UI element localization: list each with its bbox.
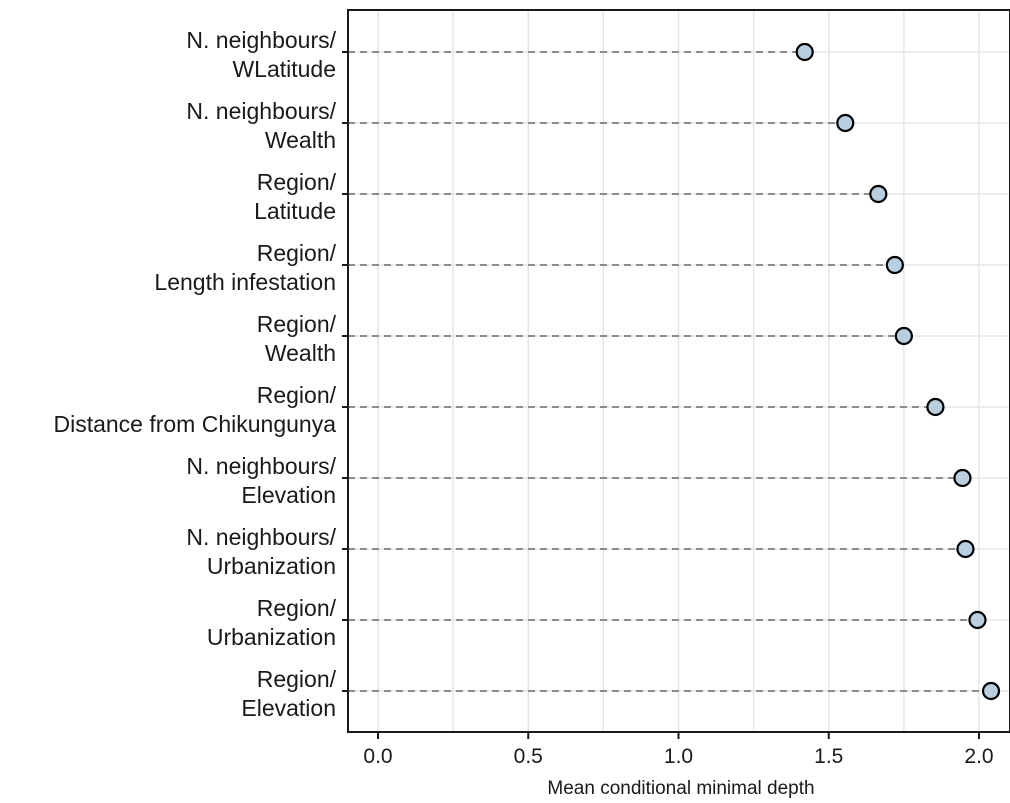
category-label-line: N. neighbours/ xyxy=(186,27,336,53)
data-point xyxy=(894,326,913,346)
category-label-line: Region/ xyxy=(257,169,337,195)
category-label-line: N. neighbours/ xyxy=(186,98,336,124)
category-label: N. neighbours/Elevation xyxy=(186,453,336,508)
category-label-line: WLatitude xyxy=(232,56,336,82)
category-label-line: Region/ xyxy=(257,382,337,408)
category-label: N. neighbours/Wealth xyxy=(186,98,336,153)
category-label-line: Region/ xyxy=(257,666,337,692)
category-label: N. neighbours/WLatitude xyxy=(186,27,336,82)
category-label: Region/Wealth xyxy=(257,311,337,366)
category-label-line: Wealth xyxy=(265,127,336,153)
category-label: Region/Distance from Chikungunya xyxy=(53,382,336,437)
data-point xyxy=(968,610,987,630)
data-point xyxy=(981,681,1001,701)
category-label: Region/Length infestation xyxy=(154,240,336,295)
data-point xyxy=(953,468,972,488)
category-label: Region/Elevation xyxy=(241,666,336,721)
category-label-line: N. neighbours/ xyxy=(186,524,336,550)
category-label-line: Wealth xyxy=(265,340,336,366)
data-points xyxy=(795,42,1001,701)
x-tick-label: 2.0 xyxy=(964,745,993,768)
category-label-line: Region/ xyxy=(257,311,337,337)
data-point xyxy=(836,113,855,133)
category-label-line: Elevation xyxy=(241,482,336,508)
x-axis-title: Mean conditional minimal depth xyxy=(547,778,814,799)
category-label-line: Region/ xyxy=(257,595,337,621)
x-tick-label: 1.0 xyxy=(664,745,693,768)
data-point xyxy=(926,397,945,417)
data-point xyxy=(795,42,814,62)
data-point xyxy=(869,184,888,204)
category-label-line: Latitude xyxy=(254,198,336,224)
y-axis-ticks xyxy=(342,51,348,692)
x-tick-label: 0.0 xyxy=(363,745,392,768)
guide-lines xyxy=(348,51,992,692)
category-label-line: Elevation xyxy=(241,695,336,721)
category-label-line: Urbanization xyxy=(207,553,336,579)
x-axis-ticks: 0.0 0.5 1.0 1.5 2.0 xyxy=(363,732,994,768)
category-label-line: Region/ xyxy=(257,240,337,266)
category-label: Region/Urbanization xyxy=(207,595,337,650)
x-tick-label: 0.5 xyxy=(514,745,543,768)
category-label-line: Distance from Chikungunya xyxy=(53,411,336,437)
category-label-line: N. neighbours/ xyxy=(186,453,336,479)
category-label-line: Urbanization xyxy=(207,624,336,650)
data-point xyxy=(885,255,904,275)
x-tick-label: 1.5 xyxy=(814,745,843,768)
grid-lines xyxy=(348,10,1010,732)
category-label: Region/Latitude xyxy=(254,169,336,224)
data-point xyxy=(956,539,975,559)
category-label: N. neighbours/Urbanization xyxy=(186,524,336,579)
category-label-line: Length infestation xyxy=(154,269,336,295)
